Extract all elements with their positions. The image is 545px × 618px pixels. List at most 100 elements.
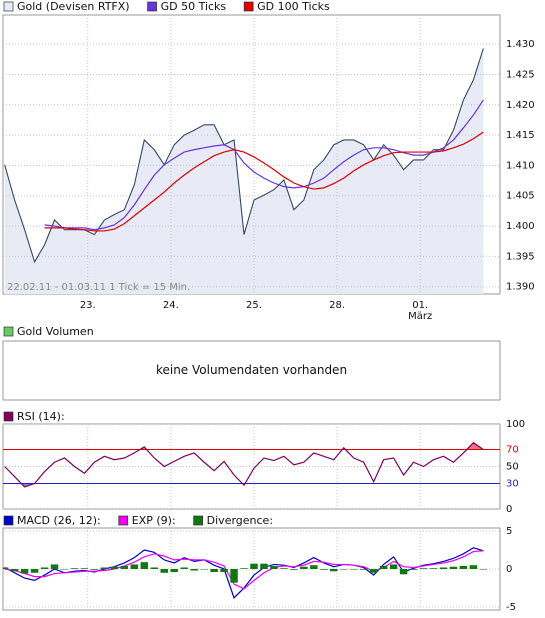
x-tick-sublabel: März: [408, 311, 432, 322]
divergence-bar: [429, 568, 438, 569]
divergence-bar: [409, 569, 418, 570]
series-line: [44, 131, 484, 232]
y-tick-label: 1.410: [506, 160, 535, 171]
divergence-bar: [130, 564, 139, 569]
divergence-bar: [399, 569, 408, 575]
divergence-bar: [240, 568, 248, 569]
series-line: [4, 441, 484, 488]
divergence-bar: [220, 569, 228, 573]
divergence-bar: [40, 567, 49, 569]
divergence-bar: [200, 569, 208, 570]
y-tick-label: 1.415: [506, 130, 535, 141]
legend-swatch: [3, 326, 14, 337]
divergence-bar: [20, 569, 29, 574]
divergence-bar: [60, 569, 69, 570]
divergence-bar: [90, 569, 99, 570]
divergence-bar: [359, 569, 368, 570]
divergence-bar: [120, 565, 129, 569]
plot-layer: [3, 528, 500, 610]
divergence-bar: [3, 567, 9, 569]
legend-label: EXP (9):: [132, 514, 176, 527]
y-tick-label: 0: [506, 504, 512, 515]
divergence-bar: [100, 567, 109, 569]
legend-swatch: [3, 411, 14, 422]
divergence-bar: [140, 562, 149, 569]
divergence-bar: [230, 569, 238, 583]
divergence-bar: [449, 566, 458, 569]
legend-label: MACD (26, 12):: [17, 514, 101, 527]
plot-layer: [3, 15, 500, 294]
legend-label: GD 100 Ticks: [257, 0, 330, 13]
divergence-bar: [459, 565, 468, 569]
divergence-bar: [80, 568, 89, 569]
x-tick-label: 23.: [80, 300, 96, 311]
plot-area: [2, 340, 501, 401]
divergence-bar: [30, 569, 39, 573]
divergence-bar: [50, 564, 59, 569]
legend-swatch: [3, 1, 14, 12]
price-area: [4, 48, 484, 294]
series-line: [4, 550, 484, 590]
divergence-bar: [310, 565, 318, 569]
legend-swatch: [243, 1, 254, 12]
y-tick-label: 1.420: [506, 100, 535, 111]
y-tick-label: 1.430: [506, 39, 535, 50]
plot-area: [2, 423, 501, 510]
divergence-bar: [300, 566, 308, 569]
legend-swatch: [118, 515, 129, 526]
legend-swatch: [3, 515, 14, 526]
divergence-bar: [349, 569, 358, 570]
x-tick-label: 28.: [329, 300, 345, 311]
divergence-bar: [479, 569, 488, 570]
x-tick-label: 01.: [412, 300, 428, 311]
divergence-bar: [340, 569, 348, 570]
y-tick-label: 0: [506, 564, 512, 575]
divergence-bar: [150, 567, 159, 569]
divergence-bar: [180, 567, 188, 569]
divergence-bar: [330, 569, 338, 572]
legend-swatch: [193, 515, 204, 526]
y-tick-label: 5: [506, 526, 512, 537]
divergence-bar: [469, 565, 478, 569]
divergence-bar: [369, 569, 378, 573]
legend-swatch: [147, 1, 157, 12]
divergence-bar: [419, 568, 428, 569]
divergence-bar: [379, 565, 388, 569]
x-tick-label: 24.: [163, 300, 179, 311]
divergence-bar: [110, 566, 119, 569]
y-tick-label: 50: [506, 462, 519, 473]
plot-layer: [3, 424, 500, 509]
date-range-note: 22.02.11 - 01.03.11 1 Tick = 15 Min.: [7, 282, 190, 293]
y-tick-label: -5: [506, 602, 516, 613]
y-tick-label: 1.395: [506, 251, 535, 262]
divergence-bar: [250, 563, 258, 569]
y-tick-label: 100: [506, 419, 525, 430]
y-tick-label: 30: [506, 479, 519, 490]
divergence-bar: [320, 569, 328, 570]
divergence-bar: [160, 569, 168, 573]
divergence-bar: [260, 563, 268, 569]
divergence-bar: [280, 568, 288, 569]
legend-label: GD 50 Ticks: [161, 0, 227, 13]
no-data-message: keine Volumendaten vorhanden: [156, 363, 347, 377]
y-tick-label: 1.390: [506, 282, 535, 293]
divergence-bar: [290, 569, 298, 570]
divergence-bar: [10, 569, 19, 572]
y-tick-label: 1.400: [506, 221, 535, 232]
y-tick-label: 70: [506, 445, 519, 456]
divergence-bar: [270, 565, 278, 569]
legend-label: RSI (14):: [17, 410, 65, 423]
divergence-bar: [389, 564, 398, 569]
divergence-bar: [70, 568, 79, 569]
legend-label: Gold (Devisen RTFX): [17, 0, 130, 13]
divergence-bar: [210, 569, 218, 573]
divergence-bar: [439, 567, 448, 569]
series-line: [44, 99, 484, 231]
legend-label: Divergence:: [207, 514, 273, 527]
divergence-bar: [170, 569, 178, 573]
y-tick-label: 1.425: [506, 69, 535, 80]
y-tick-label: 1.405: [506, 191, 535, 202]
divergence-bar: [190, 569, 198, 571]
x-tick-label: 25.: [246, 300, 262, 311]
